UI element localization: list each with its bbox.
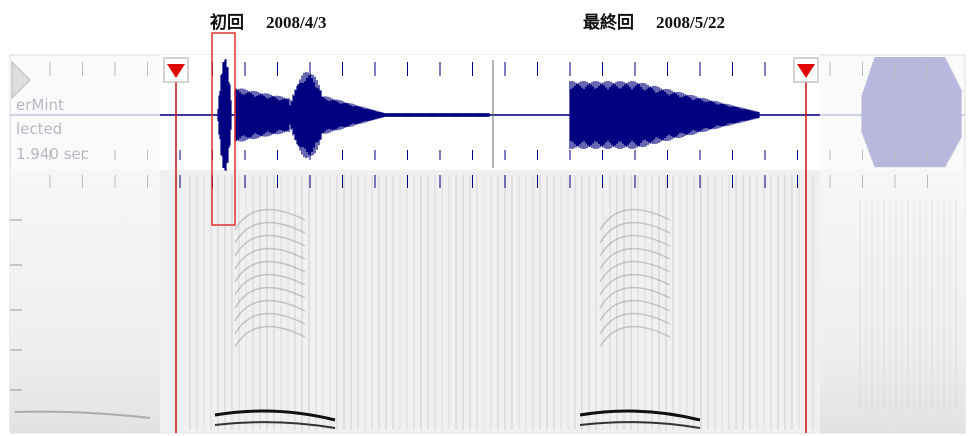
formant xyxy=(599,234,671,257)
formant xyxy=(234,221,306,244)
first-label: 初回 2008/4/3 xyxy=(210,8,348,33)
formant xyxy=(234,325,306,348)
last-title: 最終回 xyxy=(583,13,634,32)
marker[interactable] xyxy=(797,64,815,78)
first-title: 初回 xyxy=(210,13,244,32)
formant-low xyxy=(579,409,701,422)
formant xyxy=(599,247,671,270)
last-label: 最終回 2008/5/22 xyxy=(583,8,747,33)
formant xyxy=(234,234,306,257)
formant xyxy=(599,221,671,244)
formant xyxy=(599,299,671,322)
formant xyxy=(234,286,306,309)
selected-spectrogram xyxy=(160,170,820,433)
overlay-name: erMint xyxy=(16,96,64,114)
last-date: 2008/5/22 xyxy=(656,13,725,32)
formant-low xyxy=(14,410,151,419)
formant xyxy=(234,247,306,270)
formant xyxy=(234,273,306,296)
formant xyxy=(599,286,671,309)
formant xyxy=(599,260,671,283)
formant-low xyxy=(214,421,336,429)
formant xyxy=(599,208,671,231)
formant xyxy=(234,299,306,322)
highlight-box xyxy=(211,32,236,226)
overlay-duration: 1.940 sec xyxy=(16,145,90,163)
overlay-state: lected xyxy=(16,120,63,138)
formant-low xyxy=(579,421,701,429)
formant xyxy=(599,325,671,348)
first-date: 2008/4/3 xyxy=(266,13,327,32)
marker[interactable] xyxy=(167,64,185,78)
formant xyxy=(234,260,306,283)
formant-low xyxy=(214,409,336,422)
formant xyxy=(234,208,306,231)
play-button[interactable] xyxy=(11,60,31,100)
formant xyxy=(599,273,671,296)
formant xyxy=(599,312,671,335)
formant xyxy=(234,312,306,335)
